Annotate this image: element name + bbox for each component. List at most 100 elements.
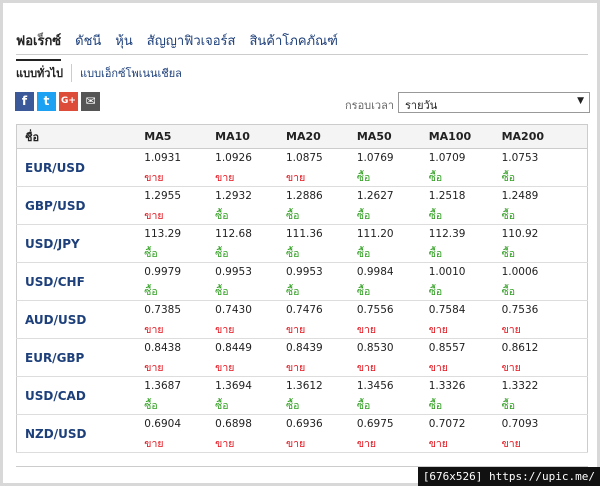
signal: ขาย bbox=[144, 210, 164, 222]
timeframe-select[interactable]: รายวัน bbox=[398, 92, 590, 113]
ma-value: 1.3456 bbox=[356, 380, 394, 392]
pair-name[interactable]: EUR/USD bbox=[16, 148, 145, 187]
ma-value: 0.7556 bbox=[356, 304, 394, 316]
tab[interactable]: ดัชนี bbox=[75, 34, 102, 49]
ma-value: 1.0931 bbox=[144, 152, 182, 164]
tab[interactable]: สินค้าโภคภัณฑ์ bbox=[249, 34, 338, 49]
signal: ซื้อ bbox=[356, 172, 371, 184]
ma-cell: 0.6904 ขาย bbox=[144, 414, 216, 453]
signal: ขาย bbox=[144, 438, 164, 450]
ma-cell: 0.6898 ขาย bbox=[215, 414, 286, 453]
table-row: USD/CAD 1.3687 ซื้อ 1.3694 ซื้อ 1.3612 ซื้อ 1.3… bbox=[16, 376, 588, 415]
ma-value: 111.36 bbox=[286, 228, 323, 240]
ma-cell: 1.2518 ซื้อ bbox=[428, 186, 502, 225]
ma-value: 112.39 bbox=[428, 228, 466, 240]
signal: ซื้อ bbox=[215, 286, 229, 298]
signal: ซื้อ bbox=[428, 172, 443, 184]
column-header: MA20 bbox=[286, 124, 357, 149]
signal: ซื้อ bbox=[286, 286, 300, 298]
ma-cell: 0.8557 ขาย bbox=[428, 338, 502, 377]
ma-value: 1.0926 bbox=[215, 152, 252, 164]
ma-value: 1.3612 bbox=[286, 380, 323, 392]
ma-cell: 111.20 ซื้อ bbox=[356, 224, 429, 263]
signal: ซื้อ bbox=[215, 400, 229, 412]
signal: ซื้อ bbox=[356, 286, 371, 298]
signal: ซื้อ bbox=[356, 248, 371, 260]
ma-value: 1.0769 bbox=[356, 152, 394, 164]
ma-value: 1.2932 bbox=[215, 190, 252, 202]
mail-icon[interactable]: ✉ bbox=[81, 92, 100, 111]
ma-table: ชื่อ MA5 MA10 MA20 MA50 MA100 MA200 EUR/USD 1.09… bbox=[16, 124, 588, 453]
ma-cell: 1.3612 ซื้อ bbox=[286, 376, 357, 415]
ma-value: 1.0709 bbox=[428, 152, 466, 164]
ma-cell: 0.9953 ซื้อ bbox=[215, 262, 286, 301]
ma-value: 1.0875 bbox=[286, 152, 323, 164]
signal: ซื้อ bbox=[286, 248, 300, 260]
ma-value: 0.7385 bbox=[144, 304, 182, 316]
subtab[interactable]: แบบทั่วไป bbox=[16, 64, 72, 82]
googleplus-icon[interactable]: G+ bbox=[59, 92, 78, 111]
ma-cell: 0.8439 ขาย bbox=[286, 338, 357, 377]
tab[interactable]: สัญญาฟิวเจอร์ส bbox=[146, 34, 236, 49]
signal: ขาย bbox=[501, 324, 521, 336]
table-row: AUD/USD 0.7385 ขาย 0.7430 ขาย 0.7476 ขาย 0.7556… bbox=[16, 300, 588, 339]
signal: ซื้อ bbox=[501, 172, 516, 184]
ma-value: 1.2627 bbox=[356, 190, 394, 202]
facebook-icon[interactable]: f bbox=[15, 92, 34, 111]
ma-cell: 0.7385 ขาย bbox=[144, 300, 216, 339]
ma-value: 1.3687 bbox=[144, 380, 182, 392]
signal: ซื้อ bbox=[144, 248, 158, 260]
ma-cell: 111.36 ซื้อ bbox=[286, 224, 357, 263]
ma-cell: 0.9984 ซื้อ bbox=[356, 262, 429, 301]
pair-name[interactable]: GBP/USD bbox=[16, 186, 145, 225]
ma-cell: 1.0010 ซื้อ bbox=[428, 262, 502, 301]
table-row: EUR/USD 1.0931 ขาย 1.0926 ขาย 1.0875 ขาย 1.0769… bbox=[16, 148, 588, 187]
ma-cell: 113.29 ซื้อ bbox=[144, 224, 216, 263]
signal: ขาย bbox=[286, 438, 306, 450]
ma-value: 1.3326 bbox=[428, 380, 466, 392]
ma-cell: 1.3694 ซื้อ bbox=[215, 376, 286, 415]
share-icons: f t G+ ✉ bbox=[15, 92, 100, 111]
ma-cell: 1.3456 ซื้อ bbox=[356, 376, 429, 415]
ma-cell: 110.92 ซื้อ bbox=[501, 224, 588, 263]
ma-value: 0.6936 bbox=[286, 418, 323, 430]
ma-value: 1.0753 bbox=[501, 152, 539, 164]
column-header: MA100 bbox=[428, 124, 502, 149]
ma-cell: 0.8438 ขาย bbox=[144, 338, 216, 377]
divider bbox=[16, 466, 588, 467]
ma-cell: 1.2886 ซื้อ bbox=[286, 186, 357, 225]
signal: ขาย bbox=[144, 324, 164, 336]
ma-cell: 1.0926 ขาย bbox=[215, 148, 286, 187]
ma-value: 0.6904 bbox=[144, 418, 182, 430]
column-header: MA10 bbox=[215, 124, 286, 149]
ma-value: 1.0006 bbox=[501, 266, 539, 278]
ma-cell: 1.2932 ซื้อ bbox=[215, 186, 286, 225]
pair-name[interactable]: NZD/USD bbox=[16, 414, 145, 453]
ma-cell: 0.7476 ขาย bbox=[286, 300, 357, 339]
ma-cell: 1.3326 ซื้อ bbox=[428, 376, 502, 415]
pair-name[interactable]: EUR/GBP bbox=[16, 338, 145, 377]
pair-name[interactable]: USD/JPY bbox=[16, 224, 145, 263]
ma-cell: 0.9953 ซื้อ bbox=[286, 262, 357, 301]
tab[interactable]: ฟอเร็กซ์ bbox=[16, 30, 62, 61]
ma-value: 0.7536 bbox=[501, 304, 539, 316]
ma-value: 0.7093 bbox=[501, 418, 539, 430]
ma-value: 0.8557 bbox=[428, 342, 466, 354]
ma-cell: 0.7430 ขาย bbox=[215, 300, 286, 339]
column-header: MA200 bbox=[501, 124, 588, 149]
ma-value: 110.92 bbox=[501, 228, 539, 240]
table-row: USD/CHF 0.9979 ซื้อ 0.9953 ซื้อ 0.9953 ซื้อ 0.9… bbox=[16, 262, 588, 301]
subtab[interactable]: แบบเอ็กซ์โพเนนเชียล bbox=[80, 67, 182, 80]
signal: ซื้อ bbox=[144, 286, 158, 298]
signal: ซื้อ bbox=[286, 210, 300, 222]
pair-name[interactable]: USD/CAD bbox=[16, 376, 145, 415]
tab[interactable]: หุ้น bbox=[115, 34, 133, 49]
ma-cell: 1.0769 ซื้อ bbox=[356, 148, 429, 187]
ma-cell: 0.7584 ขาย bbox=[428, 300, 502, 339]
pair-name[interactable]: AUD/USD bbox=[16, 300, 145, 339]
pair-name[interactable]: USD/CHF bbox=[16, 262, 145, 301]
ma-value: 113.29 bbox=[144, 228, 182, 240]
ma-value: 0.6975 bbox=[356, 418, 394, 430]
twitter-icon[interactable]: t bbox=[37, 92, 56, 111]
